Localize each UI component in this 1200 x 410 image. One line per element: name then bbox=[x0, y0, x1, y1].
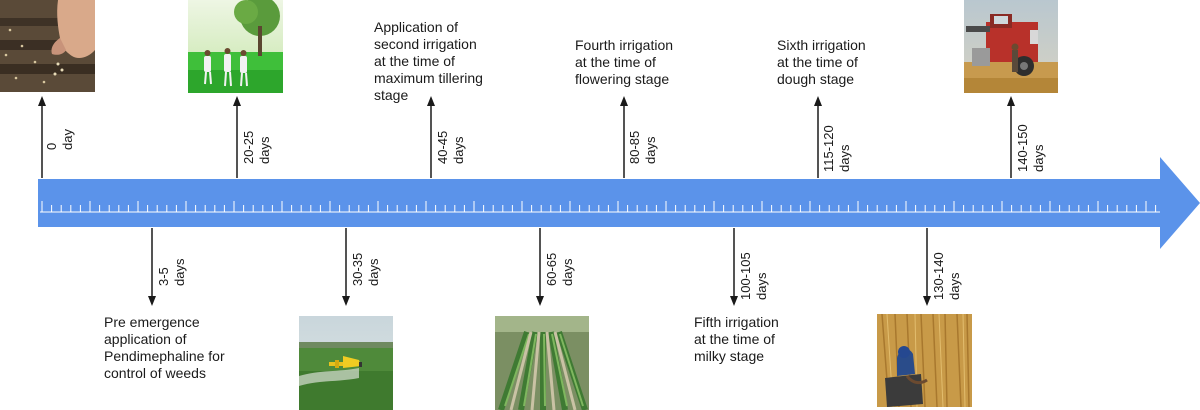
milestone-description-100-105: Fifth irrigation at the time of milky st… bbox=[694, 314, 779, 364]
crop-dusting-plane-photo bbox=[299, 316, 393, 410]
sowing-seeds-photo bbox=[0, 0, 95, 92]
timeline-arrow-body bbox=[38, 157, 1200, 249]
arrowhead-down bbox=[730, 296, 738, 306]
young-crop-rows-photo bbox=[495, 316, 589, 410]
harvesting-by-hand-photo bbox=[877, 314, 972, 407]
day-label-80-85: 80-85 days bbox=[627, 130, 658, 164]
arrowhead-down bbox=[923, 296, 931, 306]
day-label-140-150: 140-150 days bbox=[1015, 124, 1046, 172]
day-label-115-120: 115-120 days bbox=[821, 125, 852, 172]
day-label-100-105: 100-105 days bbox=[738, 252, 769, 300]
milestone-description-40-45: Application of second irrigation at the … bbox=[374, 19, 483, 103]
milestone-description-3-5: Pre emergence application of Pendimephal… bbox=[104, 314, 225, 381]
arrowhead-up bbox=[1007, 96, 1015, 106]
day-label-20-25: 20-25 days bbox=[241, 130, 272, 164]
arrowhead-up bbox=[814, 96, 822, 106]
arrowhead-down bbox=[148, 296, 156, 306]
arrowhead-down bbox=[342, 296, 350, 306]
day-label-0: 0 day bbox=[44, 129, 75, 150]
arrowhead-up bbox=[620, 96, 628, 106]
arrowhead-down bbox=[536, 296, 544, 306]
arrowhead-up bbox=[38, 96, 46, 106]
combine-harvester-photo bbox=[964, 0, 1058, 93]
arrowhead-up bbox=[233, 96, 241, 106]
arrowhead-up bbox=[427, 96, 435, 106]
milestone-description-80-85: Fourth irrigation at the time of floweri… bbox=[575, 37, 674, 87]
milestone-description-115-120: Sixth irrigation at the time of dough st… bbox=[777, 37, 866, 87]
farmers-in-field-photo bbox=[188, 0, 283, 93]
day-label-3-5: 3-5 days bbox=[156, 258, 187, 286]
day-label-40-45: 40-45 days bbox=[435, 130, 466, 164]
